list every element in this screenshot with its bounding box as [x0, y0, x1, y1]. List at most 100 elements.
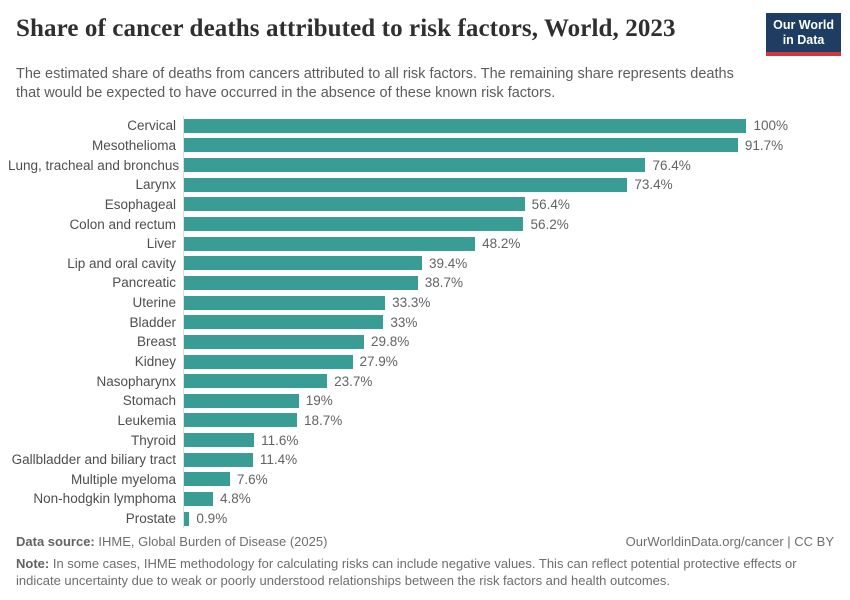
- value-label: 11.6%: [261, 432, 299, 448]
- chart-row: Non-hodgkin lymphoma 4.8%: [8, 489, 850, 509]
- chart-row: Lung, tracheal and bronchus 76.4%: [8, 155, 850, 175]
- bar-zone: 29.8%: [183, 332, 788, 352]
- chart-row: Leukemia 18.7%: [8, 410, 850, 431]
- value-label: 100%: [753, 118, 788, 134]
- value-label: 56.2%: [530, 216, 569, 232]
- bar[interactable]: [184, 433, 255, 448]
- chart-row: Gallbladder and biliary tract 11.4%: [8, 449, 850, 470]
- category-label: Colon and rectum: [69, 216, 176, 232]
- bar[interactable]: [184, 472, 230, 487]
- bar-zone: 19%: [183, 390, 788, 411]
- bar-zone: 11.6%: [183, 430, 788, 450]
- bar-zone: 7.6%: [183, 469, 788, 490]
- bar[interactable]: [184, 177, 628, 192]
- chart-row: Colon and rectum 56.2%: [8, 214, 850, 234]
- value-label: 48.2%: [482, 236, 521, 252]
- category-label: Cervical: [127, 118, 176, 134]
- bar[interactable]: [184, 275, 418, 290]
- bar-zone: 48.2%: [183, 233, 788, 254]
- category-label: Nasopharynx: [96, 373, 176, 389]
- note-label: Note:: [16, 556, 50, 571]
- bar[interactable]: [184, 295, 386, 310]
- value-label: 39.4%: [428, 255, 468, 271]
- value-label: 91.7%: [744, 137, 784, 153]
- category-label: Multiple myeloma: [70, 471, 176, 487]
- bar-zone: 76.4%: [183, 155, 788, 175]
- bar[interactable]: [184, 158, 646, 173]
- chart-row: Uterine 33.3%: [8, 292, 850, 313]
- bar-zone: 0.9%: [183, 508, 788, 529]
- chart-row: Multiple myeloma 7.6%: [8, 469, 850, 490]
- category-label: Leukemia: [117, 412, 176, 428]
- owid-logo-line2: in Data: [782, 33, 825, 47]
- note: Note: In some cases, IHME methodology fo…: [16, 556, 816, 589]
- bar[interactable]: [184, 236, 476, 251]
- value-label: 0.9%: [196, 511, 228, 527]
- chart-row: Esophageal 56.4%: [8, 194, 850, 215]
- category-label: Mesothelioma: [91, 137, 176, 153]
- bar[interactable]: [184, 315, 384, 330]
- bar-zone: 33%: [183, 312, 788, 333]
- value-label: 4.8%: [219, 491, 251, 507]
- bar-zone: 27.9%: [183, 351, 788, 372]
- bar[interactable]: [184, 138, 738, 153]
- bar-zone: 56.4%: [183, 194, 788, 215]
- value-label: 76.4%: [652, 157, 691, 173]
- category-label: Gallbladder and biliary tract: [11, 452, 176, 468]
- chart-row: Thyroid 11.6%: [8, 430, 850, 450]
- bar[interactable]: [184, 256, 422, 271]
- value-label: 29.8%: [370, 334, 410, 350]
- category-label: Lip and oral cavity: [67, 255, 176, 271]
- category-label: Non-hodgkin lymphoma: [33, 491, 176, 507]
- category-label: Thyroid: [130, 432, 176, 448]
- value-label: 18.7%: [303, 412, 343, 428]
- chart-row: Bladder 33%: [8, 312, 850, 333]
- attribution-link[interactable]: OurWorldinData.org/cancer | CC BY: [625, 534, 834, 549]
- bar[interactable]: [184, 452, 253, 467]
- bar-zone: 38.7%: [183, 273, 788, 293]
- value-label: 33.3%: [392, 295, 431, 311]
- bar[interactable]: [184, 511, 190, 526]
- bar-zone: 4.8%: [183, 489, 788, 509]
- bar-zone: 33.3%: [183, 292, 788, 313]
- data-source-label: Data source:: [16, 534, 95, 549]
- bar[interactable]: [184, 197, 525, 212]
- chart-row: Prostate 0.9%: [8, 508, 850, 529]
- chart-row: Stomach 19%: [8, 390, 850, 411]
- bar-zone: 56.2%: [183, 214, 788, 234]
- bar[interactable]: [184, 118, 747, 133]
- category-label: Lung, tracheal and bronchus: [8, 157, 180, 173]
- chart-row: Liver 48.2%: [8, 233, 850, 254]
- chart-row: Larynx 73.4%: [8, 174, 850, 195]
- bar[interactable]: [184, 217, 524, 232]
- chart-title: Share of cancer deaths attributed to ris…: [16, 15, 676, 42]
- owid-logo[interactable]: Our World in Data: [766, 13, 841, 56]
- bar-zone: 39.4%: [183, 253, 788, 274]
- bar[interactable]: [184, 374, 328, 389]
- category-label: Bladder: [129, 314, 176, 330]
- bar[interactable]: [184, 334, 364, 349]
- category-label: Prostate: [125, 511, 176, 527]
- footer: Data source: IHME, Global Burden of Dise…: [16, 534, 834, 589]
- value-label: 27.9%: [359, 354, 398, 369]
- bar[interactable]: [184, 393, 299, 408]
- value-label: 23.7%: [334, 373, 373, 389]
- bar-zone: 23.7%: [183, 371, 788, 391]
- category-label: Esophageal: [104, 196, 176, 212]
- bar-zone: 73.4%: [183, 174, 788, 195]
- chart-row: Kidney 27.9%: [8, 351, 850, 372]
- value-label: 19%: [305, 393, 333, 409]
- data-source: Data source: IHME, Global Burden of Dise…: [16, 534, 327, 549]
- bar-chart: Cervical 100% Mesothelioma 91.7% Lung, trach…: [8, 116, 850, 529]
- value-label: 38.7%: [424, 275, 464, 291]
- bar[interactable]: [184, 413, 297, 428]
- bar-zone: 91.7%: [183, 135, 788, 156]
- category-label: Liver: [146, 236, 176, 252]
- owid-logo-line1: Our World: [773, 18, 834, 32]
- bar-zone: 18.7%: [183, 410, 788, 431]
- bar-zone: 11.4%: [183, 449, 788, 470]
- bar[interactable]: [184, 354, 353, 369]
- category-label: Breast: [136, 334, 176, 350]
- data-source-text: IHME, Global Burden of Disease (2025): [94, 534, 328, 549]
- bar[interactable]: [184, 491, 213, 506]
